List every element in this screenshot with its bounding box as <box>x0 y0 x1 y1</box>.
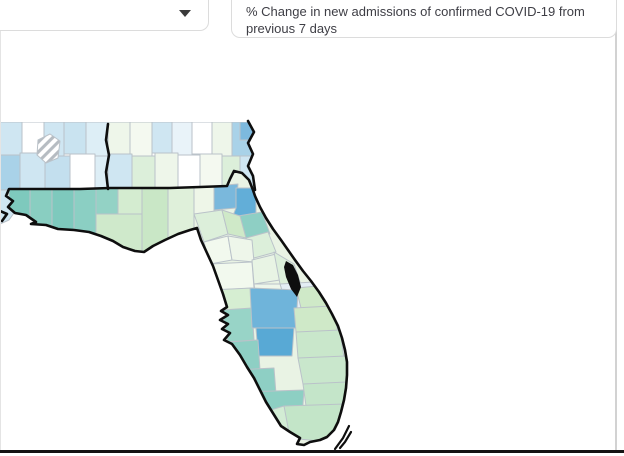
county-shape[interactable] <box>193 185 215 215</box>
county-shape[interactable] <box>293 305 339 333</box>
county-shape[interactable] <box>295 329 345 359</box>
county-shape[interactable] <box>107 122 131 155</box>
county-shape[interactable] <box>213 183 239 211</box>
county-shape[interactable] <box>227 235 255 263</box>
county-shape[interactable] <box>151 122 173 154</box>
chevron-down-icon <box>179 10 191 17</box>
county-shape[interactable] <box>302 381 347 407</box>
keys-island-line <box>333 424 351 451</box>
county-shape[interactable] <box>199 153 223 190</box>
county-shape[interactable] <box>249 287 299 329</box>
county-shape[interactable] <box>94 155 109 190</box>
county-shape[interactable] <box>107 153 133 190</box>
metric-label-box[interactable]: % Change in new admissions of confirmed … <box>231 0 617 38</box>
metric-label: % Change in new admissions of confirmed … <box>246 4 585 36</box>
map-metric-dropdown[interactable] <box>0 0 209 31</box>
county-shape[interactable] <box>63 122 87 155</box>
panel-bottom-border <box>0 450 624 453</box>
county-shape[interactable] <box>141 185 169 259</box>
county-shape[interactable] <box>154 152 179 190</box>
county-shape[interactable] <box>95 185 119 215</box>
north-counties-layer <box>0 122 255 190</box>
county-shape[interactable] <box>0 154 21 190</box>
county-shape[interactable] <box>85 122 109 157</box>
county-shape[interactable] <box>0 122 23 156</box>
county-shape[interactable] <box>51 185 75 259</box>
florida-counties-layer <box>6 171 348 445</box>
county-shape[interactable] <box>117 185 143 215</box>
county-shape[interactable] <box>177 154 201 190</box>
county-shape[interactable] <box>44 155 71 190</box>
state-border-line <box>0 209 9 223</box>
panel-right-border <box>615 0 617 451</box>
county-shape[interactable] <box>73 185 97 259</box>
state-border-line <box>246 119 257 192</box>
county-shape[interactable] <box>191 122 213 155</box>
keys-island-line <box>338 430 353 450</box>
state-border <box>4 169 349 447</box>
county-shape[interactable] <box>131 155 156 190</box>
county-shape[interactable] <box>255 327 295 357</box>
panel-left-border <box>0 31 1 451</box>
coastal-feature <box>284 261 301 297</box>
county-shape[interactable] <box>171 122 193 156</box>
state-border-line <box>104 122 111 191</box>
no-data-county[interactable] <box>36 133 61 164</box>
county-shape[interactable] <box>297 355 348 385</box>
county-shape[interactable] <box>69 153 96 190</box>
county-shape[interactable] <box>283 403 346 443</box>
county-shape[interactable] <box>8 185 31 259</box>
county-shape[interactable] <box>167 185 195 259</box>
county-shape[interactable] <box>129 122 153 157</box>
county-shape[interactable] <box>211 122 233 157</box>
